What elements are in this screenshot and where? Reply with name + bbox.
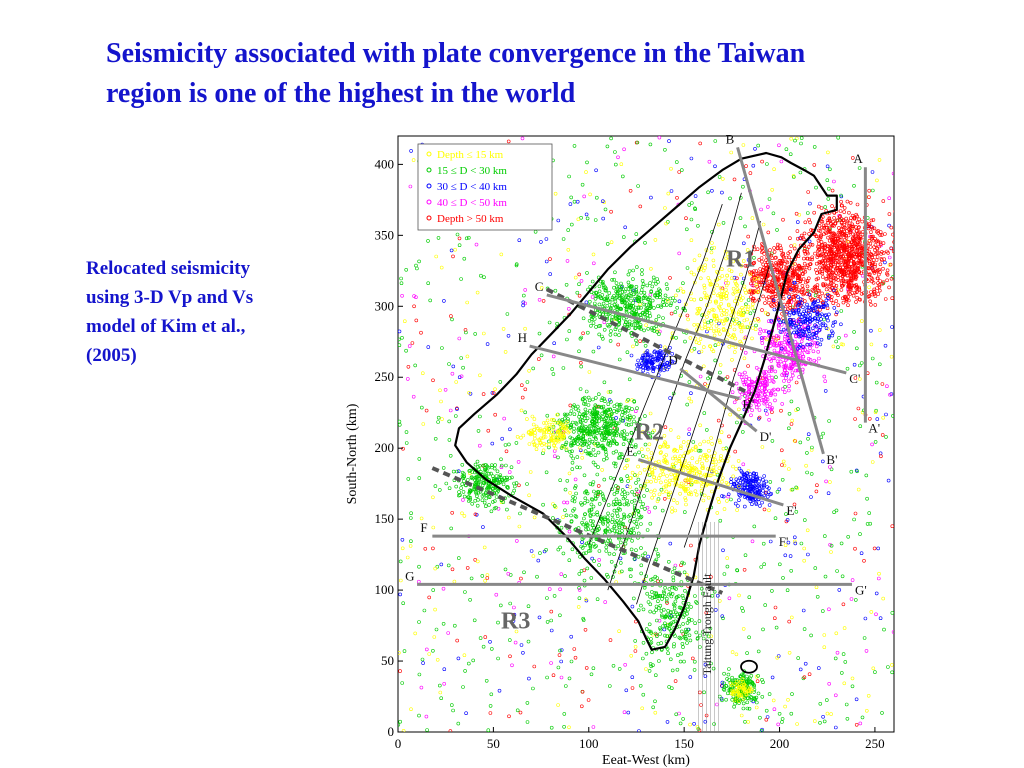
legend-marker (426, 199, 432, 205)
region-label: R3 (501, 608, 530, 634)
caption-line-3: model of Kim et al., (86, 316, 246, 337)
y-tick-label: 50 (381, 653, 394, 668)
profile-start-label: B (726, 131, 735, 146)
legend-label: 40 ≤ D < 50 km (437, 197, 507, 209)
legend-box (417, 143, 553, 231)
slide-title-line-1: Seismicity associated with plate converg… (106, 38, 806, 69)
profile-start-label: C (535, 279, 544, 294)
legend-marker (426, 151, 432, 157)
slide-title: Seismicity associated with plate converg… (106, 34, 986, 114)
profile-end-label: A' (868, 421, 880, 436)
slide-title-line-2: region is one of the highest in the worl… (106, 78, 576, 109)
figure-caption: Relocated seismicity using 3-D Vp and Vs… (86, 254, 326, 370)
x-tick-label: 100 (579, 736, 599, 751)
map-labels: A A' B B' C C' D D' E E' F F' G G' H H' R1 R2 R3 Taitung Tr… (405, 131, 880, 675)
y-tick-label: 150 (375, 511, 395, 526)
profile-end-label: G' (855, 582, 867, 597)
profile-line-3 (679, 367, 758, 433)
x-tick-label: 150 (674, 736, 694, 751)
region-label: R1 (726, 247, 755, 273)
profile-end-label: F' (779, 534, 789, 549)
profile-end-label: B' (826, 452, 837, 467)
legend-label: Depth > 50 km (437, 213, 504, 225)
legend-marker (426, 183, 432, 189)
y-axis-title: South-North (km) (345, 403, 360, 504)
x-tick-label: 0 (395, 736, 402, 751)
y-tick-label: 0 (388, 724, 395, 739)
caption-line-4: (2005) (86, 345, 137, 366)
profile-start-label: H (518, 330, 527, 345)
profile-start-label: F (420, 520, 427, 535)
legend-label: 30 ≤ D < 40 km (437, 181, 507, 193)
y-tick-label: 200 (375, 440, 395, 455)
map-overlays (417, 146, 867, 732)
profile-line-2 (546, 293, 847, 375)
x-axis-title: Eeat-West (km) (602, 753, 690, 768)
profile-end-label: C' (849, 371, 860, 386)
map-axes: 0 50 100 150 200 250 0 50 100 150 200 250 300 350 400 E… (345, 156, 885, 768)
profile-line-7 (529, 344, 740, 400)
x-tick-label: 50 (487, 736, 500, 751)
x-tick-label: 200 (770, 736, 790, 751)
map-legend: Depth ≤ 15 km 15 ≤ D < 30 km 30 ≤ D < 40 k… (417, 143, 553, 231)
fault-label: Taitung Trough Fault (700, 573, 714, 676)
profile-end-label: H' (742, 397, 754, 412)
profile-start-label: A (853, 151, 863, 166)
profile-end-label: D' (760, 429, 772, 444)
y-tick-label: 250 (375, 369, 395, 384)
legend-marker (426, 167, 432, 173)
profile-end-label: E' (786, 503, 796, 518)
legend-marker (426, 215, 432, 221)
caption-line-2: using 3-D Vp and Vs (86, 287, 254, 308)
y-tick-label: 400 (375, 156, 395, 171)
legend-label: 15 ≤ D < 30 km (437, 165, 507, 177)
y-tick-label: 300 (375, 298, 395, 313)
region-label: R2 (635, 420, 664, 446)
profile-start-label: G (405, 568, 414, 583)
caption-line-1: Relocated seismicity (86, 258, 251, 279)
seismicity-map: A A' B B' C C' D D' E E' F F' G G' H H' R1 R2 R3 Taitung Tr… (345, 131, 895, 768)
y-tick-label: 100 (375, 582, 395, 597)
legend-label: Depth ≤ 15 km (437, 149, 504, 161)
profile-start-label: E (626, 444, 634, 459)
x-tick-label: 250 (865, 736, 885, 751)
profile-start-label: D (668, 353, 677, 368)
profile-line-1 (736, 146, 825, 455)
y-tick-label: 350 (375, 227, 395, 242)
profile-line-4 (637, 458, 784, 507)
